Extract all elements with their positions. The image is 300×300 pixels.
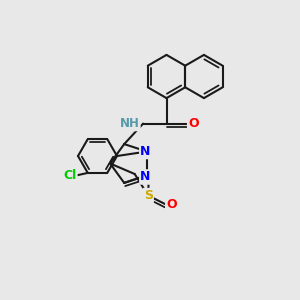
Text: O: O: [166, 198, 177, 211]
Text: NH: NH: [120, 117, 140, 130]
Text: O: O: [188, 117, 199, 130]
Text: S: S: [144, 189, 153, 202]
Text: N: N: [140, 170, 151, 184]
Text: N: N: [140, 145, 151, 158]
Text: Cl: Cl: [63, 169, 76, 182]
